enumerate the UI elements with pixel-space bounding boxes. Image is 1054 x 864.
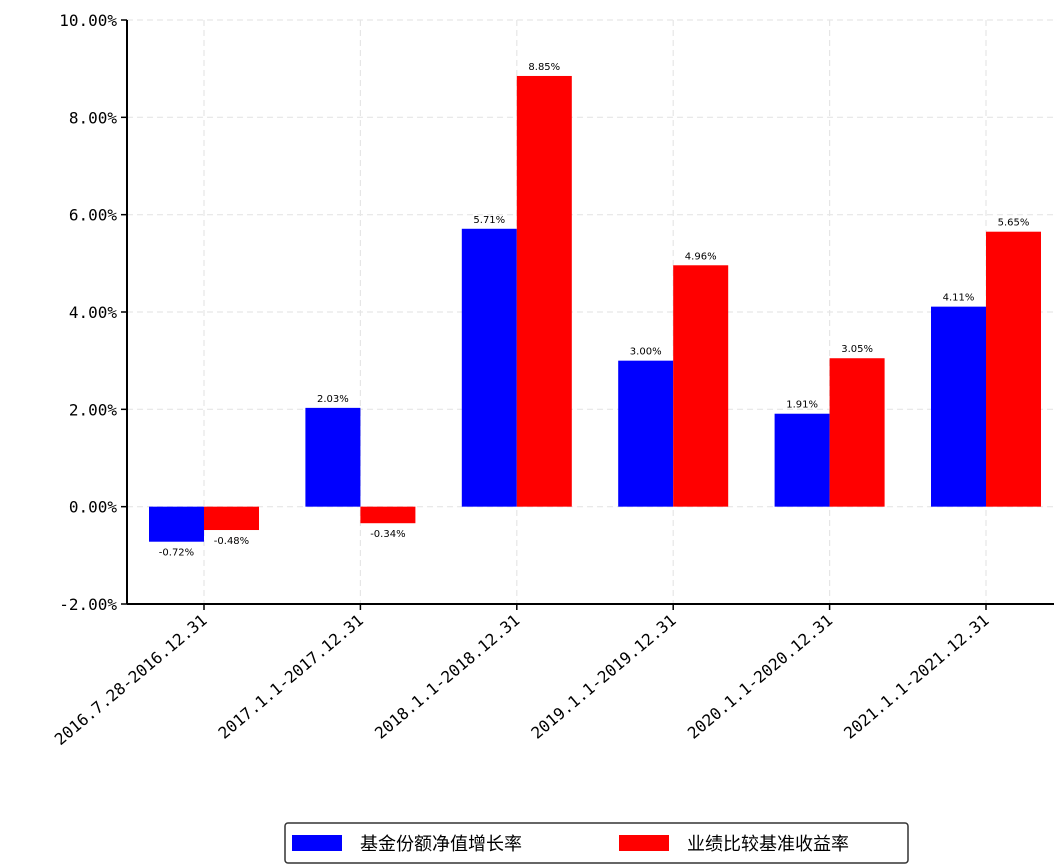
ytick-label: 0.00%	[69, 498, 118, 517]
legend-swatch	[619, 835, 669, 851]
ytick-label: 10.00%	[59, 11, 117, 30]
data-label: -0.72%	[159, 548, 194, 559]
xtick-label: 2018.1.1-2018.12.31	[371, 611, 523, 743]
bar-benchmark-5	[986, 231, 1041, 507]
bar-fund-1	[305, 407, 361, 507]
bar-benchmark-4	[829, 358, 885, 507]
ytick-label: 2.00%	[69, 400, 118, 419]
bar-fund-0	[149, 506, 204, 542]
data-label: 5.71%	[473, 215, 505, 226]
legend-swatch	[292, 835, 342, 851]
data-label: 3.00%	[630, 347, 662, 358]
bar-fund-5	[931, 306, 986, 507]
ytick-label: 8.00%	[69, 108, 118, 127]
bar-benchmark-2	[516, 75, 572, 507]
bars	[149, 75, 1041, 542]
legend-label: 业绩比较基准收益率	[687, 834, 849, 855]
ytick-label: 4.00%	[69, 303, 118, 322]
data-label: 8.85%	[528, 62, 560, 73]
data-label: 5.65%	[998, 218, 1030, 229]
xtick-label: 2021.1.1-2021.12.31	[840, 611, 992, 743]
xtick-label: 2020.1.1-2020.12.31	[684, 611, 836, 743]
data-label: 4.96%	[685, 251, 717, 262]
legend-label: 基金份额净值增长率	[360, 834, 522, 855]
data-label: 2.03%	[317, 394, 349, 405]
data-label: 3.05%	[841, 344, 873, 355]
legend: 基金份额净值增长率 业绩比较基准收益率	[284, 822, 909, 864]
legend-box	[284, 822, 909, 864]
xtick-label: 2019.1.1-2019.12.31	[527, 611, 679, 743]
grid-lines	[127, 19, 1054, 605]
data-labels: -0.72% -0.48% 2.03% -0.34% 5.71% 8.85% 3.00% 4.…	[159, 62, 1030, 559]
data-label: -0.48%	[214, 536, 249, 547]
ytick-label: -2.00%	[59, 595, 117, 614]
bar-fund-4	[774, 413, 830, 507]
ytick-label: 6.00%	[69, 206, 118, 225]
bar-fund-2	[461, 228, 517, 507]
data-label: 1.91%	[786, 400, 818, 411]
bar-benchmark-3	[673, 265, 729, 507]
bar-benchmark-1	[360, 506, 416, 524]
bar-fund-3	[618, 360, 674, 507]
data-label: 4.11%	[943, 293, 975, 304]
data-label: -0.34%	[370, 529, 405, 540]
xtick-label: 2017.1.1-2017.12.31	[215, 611, 367, 743]
xtick-label: 2016.7.28-2016.12.31	[51, 611, 211, 749]
bar-benchmark-0	[204, 506, 259, 531]
